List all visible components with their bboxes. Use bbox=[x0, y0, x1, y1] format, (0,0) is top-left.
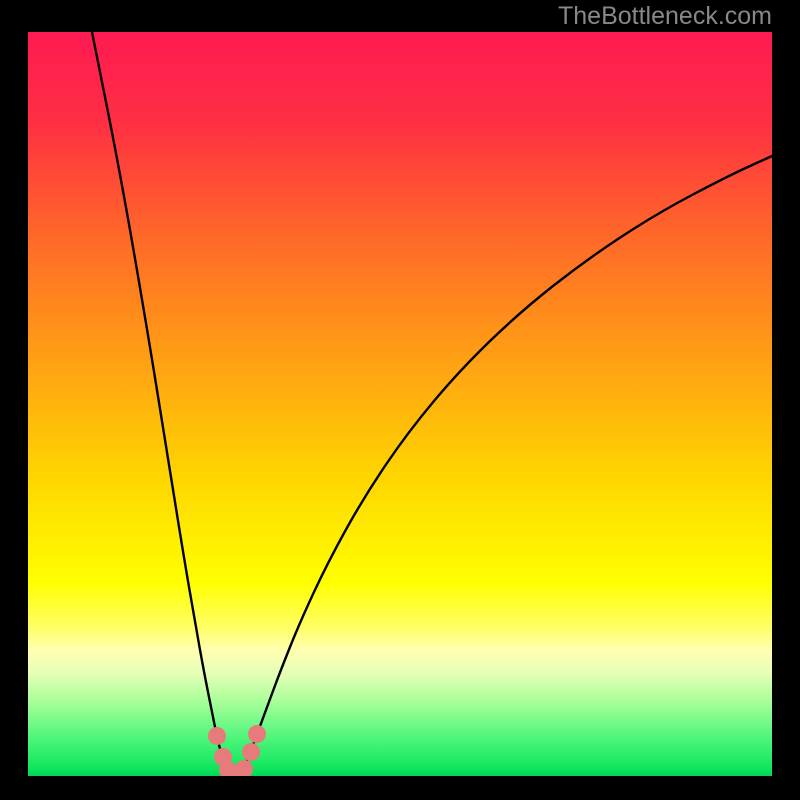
curve-left bbox=[92, 32, 233, 776]
watermark-text: TheBottleneck.com bbox=[558, 2, 772, 31]
plot-area: TheBottleneck.com bbox=[28, 32, 772, 776]
bead-marker bbox=[235, 760, 253, 776]
bead-marker bbox=[208, 727, 226, 745]
plot-svg bbox=[28, 32, 772, 776]
curve-right bbox=[237, 156, 772, 776]
bead-marker bbox=[242, 743, 260, 761]
bead-marker bbox=[248, 725, 266, 743]
